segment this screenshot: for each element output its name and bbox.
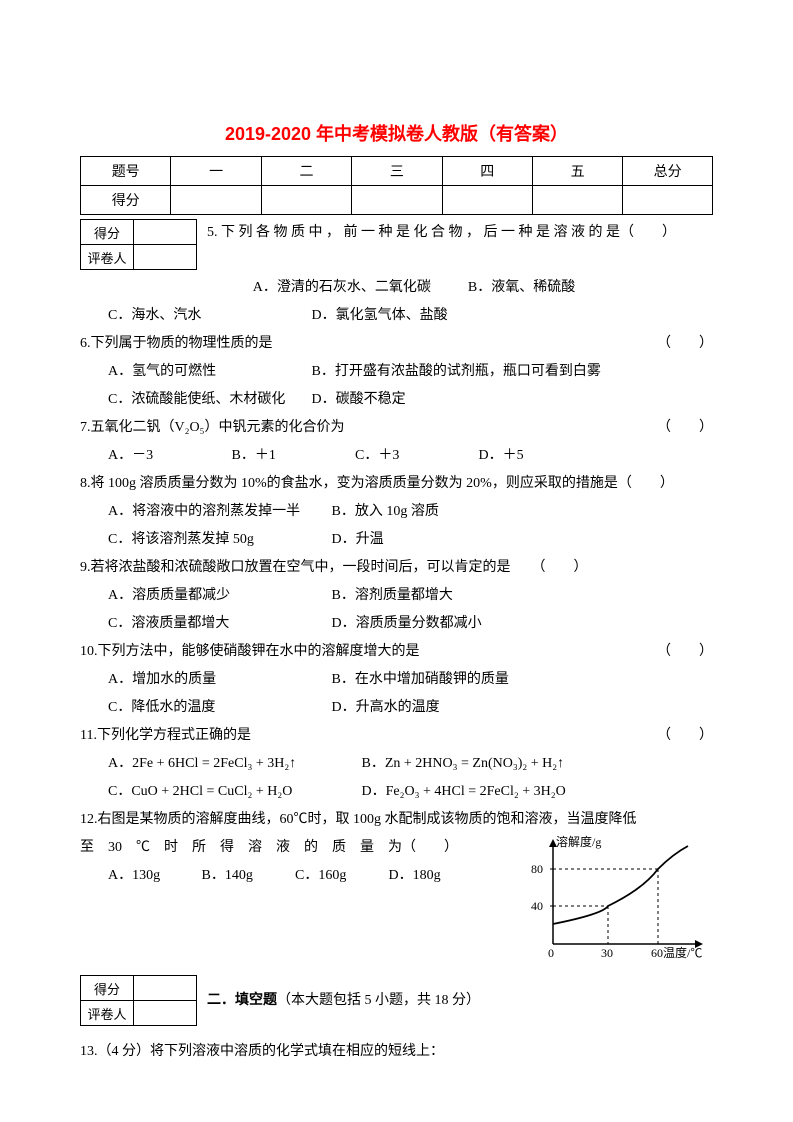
q5-text: 5. 下 列 各 物 质 中 ， 前 一 种 是 化 合 物 ， 后 一 种 是… — [207, 219, 713, 247]
xtick-0: 0 — [548, 946, 554, 960]
sb-cell — [134, 245, 197, 270]
hdr-cell — [171, 186, 261, 215]
q11-d: D．Fe₂O₃ + 4HCl = 2FeCl₂ + 3H₂O — [362, 784, 566, 799]
xtick-60: 60 — [651, 946, 663, 960]
section2-heading: 二．填空题 — [207, 993, 277, 1008]
hdr-cell: 得分 — [81, 186, 171, 215]
sb-cell: 得分 — [81, 220, 134, 245]
q8-a: A．将溶液中的溶剂蒸发掉一半 — [108, 498, 328, 526]
hdr-cell: 五 — [532, 157, 622, 186]
hdr-cell: 二 — [261, 157, 351, 186]
q8-c: C．将该溶剂蒸发掉 50g — [108, 526, 328, 554]
q10-a: A．增加水的质量 — [108, 666, 328, 694]
hdr-cell: 总分 — [623, 157, 713, 186]
hdr-cell: 四 — [442, 157, 532, 186]
q8-b: B．放入 10g 溶质 — [332, 504, 439, 519]
xlabel: 温度/℃ — [663, 945, 702, 960]
q6-row1: A．氢气的可燃性 B．打开盛有浓盐酸的试剂瓶，瓶口可看到白雾 — [80, 358, 713, 386]
q9-c: C．溶液质量都增大 — [108, 610, 328, 638]
q9-row2: C．溶液质量都增大 D．溶质质量分数都减小 — [80, 610, 713, 638]
q7-text: 7.五氧化二钒（V₂O₅）中钒元素的化合价为 （ ） — [80, 414, 713, 442]
q10-d: D．升高水的温度 — [332, 700, 440, 715]
q12-a: A．130g — [108, 862, 198, 890]
section2-desc: （本大题包括 5 小题，共 18 分） — [277, 993, 480, 1008]
q8-row1: A．将溶液中的溶剂蒸发掉一半 B．放入 10g 溶质 — [80, 498, 713, 526]
q5-c: C．海水、汽水 — [108, 302, 308, 330]
q8-row2: C．将该溶剂蒸发掉 50g D．升温 — [80, 526, 713, 554]
q13-text: 13.（4 分）将下列溶液中溶质的化学式填在相应的短线上： — [80, 1038, 713, 1066]
sb-cell — [134, 220, 197, 245]
score-header-table: 题号 一 二 三 四 五 总分 得分 — [80, 156, 713, 215]
q11-row2: C．CuO + 2HCl = CuCl₂ + H₂O D．Fe₂O₃ + 4HC… — [80, 778, 713, 806]
q6-row2: C．浓硫酸能使纸、木材碳化 D．碳酸不稳定 — [80, 386, 713, 414]
q10-row1: A．增加水的质量 B．在水中增加硝酸钾的质量 — [80, 666, 713, 694]
score-box-1: 得分 评卷人 — [80, 219, 197, 270]
q11-c: C．CuO + 2HCl = CuCl₂ + H₂O — [108, 778, 358, 806]
hdr-cell — [352, 186, 442, 215]
q10-text: 10.下列方法中，能够使硝酸钾在水中的溶解度增大的是 （ ） — [80, 638, 713, 666]
sb-cell: 评卷人 — [81, 245, 134, 270]
q7-a: A．－3 — [108, 442, 228, 470]
q6-b: B．打开盛有浓盐酸的试剂瓶，瓶口可看到白雾 — [312, 364, 601, 379]
q7-b: B．＋1 — [232, 442, 352, 470]
q5-a: A．澄清的石灰水、二氧化碳 — [253, 280, 431, 295]
q7-options: A．－3 B．＋1 C．＋3 D．＋5 — [80, 442, 713, 470]
ytick-80: 80 — [531, 862, 543, 876]
q9-b: B．溶剂质量都增大 — [332, 588, 453, 603]
q11-row1: A．2Fe + 6HCl = 2FeCl₃ + 3H₂↑ B．Zn + 2HNO… — [80, 750, 713, 778]
ytick-40: 40 — [531, 899, 543, 913]
hdr-cell: 一 — [171, 157, 261, 186]
solubility-chart: 80 40 0 30 60 溶解度/g 温度/℃ — [523, 834, 713, 969]
sb-cell — [134, 976, 197, 1001]
q9-d: D．溶质质量分数都减小 — [332, 616, 482, 631]
q10-row2: C．降低水的温度 D．升高水的温度 — [80, 694, 713, 722]
q8-d: D．升温 — [332, 532, 384, 547]
q9-a: A．溶质质量都减少 — [108, 582, 328, 610]
q12-text1: 12.右图是某物质的溶解度曲线，60℃时，取 100g 水配制成该物质的饱和溶液… — [80, 806, 713, 834]
page-title: 2019-2020 年中考模拟卷人教版（有答案） — [80, 120, 713, 146]
hdr-cell — [623, 186, 713, 215]
q6-a: A．氢气的可燃性 — [108, 358, 308, 386]
q9-text: 9.若将浓盐酸和浓硫酸敞口放置在空气中，一段时间后，可以肯定的是 （ ） — [80, 554, 713, 582]
q7-d: D．＋5 — [479, 448, 524, 463]
q6-text: 6.下列属于物质的物理性质的是 （ ） — [80, 330, 713, 358]
q5-options-row2: C．海水、汽水 D．氯化氢气体、盐酸 — [80, 302, 713, 330]
hdr-cell — [261, 186, 351, 215]
q7-c: C．＋3 — [355, 442, 475, 470]
q12-c: C．160g — [295, 862, 385, 890]
hdr-cell — [442, 186, 532, 215]
xtick-30: 30 — [601, 946, 613, 960]
sb-cell: 评卷人 — [81, 1001, 134, 1026]
hdr-cell: 题号 — [81, 157, 171, 186]
q10-c: C．降低水的温度 — [108, 694, 328, 722]
q8-text: 8.将 100g 溶质质量分数为 10%的食盐水，变为溶质质量分数为 20%，则… — [80, 470, 713, 498]
q9-row1: A．溶质质量都减少 B．溶剂质量都增大 — [80, 582, 713, 610]
q11-text: 11.下列化学方程式正确的是 （ ） — [80, 722, 713, 750]
q5-b: B．液氧、稀硫酸 — [468, 280, 575, 295]
score-box-2: 得分 评卷人 — [80, 975, 197, 1026]
sb-cell — [134, 1001, 197, 1026]
q11-a: A．2Fe + 6HCl = 2FeCl₃ + 3H₂↑ — [108, 750, 358, 778]
q5-options-row1: A．澄清的石灰水、二氧化碳 B．液氧、稀硫酸 — [80, 274, 713, 302]
q10-b: B．在水中增加硝酸钾的质量 — [332, 672, 509, 687]
ylabel: 溶解度/g — [556, 834, 601, 849]
q12-d: D．180g — [389, 868, 441, 883]
q12-b: B．140g — [202, 862, 292, 890]
q5-d: D．氯化氢气体、盐酸 — [312, 308, 448, 323]
sb-cell: 得分 — [81, 976, 134, 1001]
q6-c: C．浓硫酸能使纸、木材碳化 — [108, 386, 308, 414]
q11-b: B．Zn + 2HNO₃ = Zn(NO₃)₂ + H₂↑ — [362, 756, 565, 771]
hdr-cell — [532, 186, 622, 215]
hdr-cell: 三 — [352, 157, 442, 186]
q6-d: D．碳酸不稳定 — [312, 392, 406, 407]
